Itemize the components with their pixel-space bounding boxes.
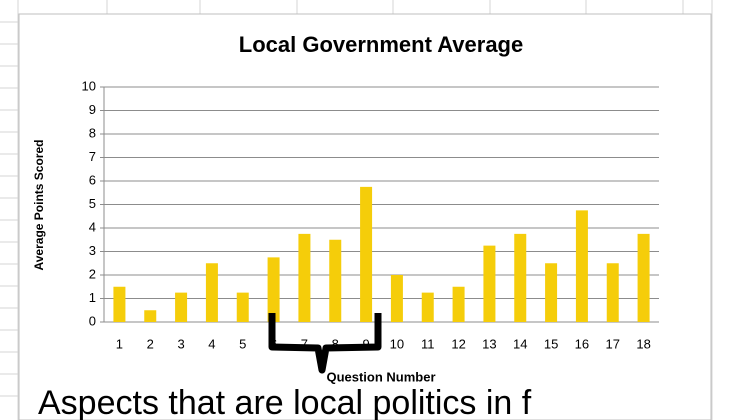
- x-axis-label: Question Number: [326, 369, 435, 384]
- y-tick-label: 2: [89, 266, 96, 281]
- bar: [144, 310, 157, 322]
- x-tick-label: 14: [513, 336, 527, 351]
- bar: [175, 292, 188, 322]
- y-tick-label: 0: [89, 313, 96, 328]
- x-tick-label: 11: [421, 336, 435, 351]
- bar: [205, 263, 218, 322]
- bar: [298, 233, 311, 322]
- y-tick-label: 4: [89, 219, 96, 234]
- x-tick-label: 12: [451, 336, 465, 351]
- x-tick-label: 3: [177, 336, 184, 351]
- y-tick-label: 1: [89, 290, 96, 305]
- bar: [452, 286, 465, 322]
- bar: [421, 292, 434, 322]
- bar: [267, 257, 280, 322]
- y-tick-label: 5: [89, 196, 96, 211]
- x-tick-label: 13: [482, 336, 496, 351]
- x-tick-label: 5: [239, 336, 246, 351]
- y-tick-label: 7: [89, 149, 96, 164]
- y-tick-label: 6: [89, 172, 96, 187]
- y-tick-label: 8: [89, 125, 96, 140]
- bar: [329, 239, 342, 322]
- spreadsheet-grid: [0, 0, 713, 420]
- bar: [483, 245, 496, 322]
- x-tick-label: 2: [147, 336, 154, 351]
- bar: [606, 263, 619, 322]
- y-axis-label: Average Points Scored: [32, 140, 46, 271]
- x-tick-label: 4: [208, 336, 215, 351]
- annotation: Aspects that are local politics in f: [38, 384, 532, 420]
- y-tick-label: 3: [89, 243, 96, 258]
- x-tick-label: 10: [390, 336, 404, 351]
- x-tick-label: 17: [606, 336, 620, 351]
- bar: [390, 275, 403, 322]
- bar: [637, 233, 650, 322]
- x-tick-label: 18: [636, 336, 650, 351]
- bar: [545, 263, 558, 322]
- x-tick-label: 1: [116, 336, 123, 351]
- x-tick-label: 16: [575, 336, 589, 351]
- bar: [113, 286, 126, 322]
- chart-title: Local Government Average: [239, 32, 523, 57]
- bar: [514, 233, 527, 322]
- y-tick-label: 9: [89, 102, 96, 117]
- y-tick-label: 10: [82, 78, 96, 93]
- bar: [236, 292, 249, 322]
- bar: [575, 210, 588, 322]
- x-tick-label: 7: [301, 336, 308, 351]
- brace: [268, 313, 382, 374]
- x-tick-label: 15: [544, 336, 558, 351]
- bar: [360, 186, 373, 322]
- x-tick-label: 8: [332, 336, 339, 351]
